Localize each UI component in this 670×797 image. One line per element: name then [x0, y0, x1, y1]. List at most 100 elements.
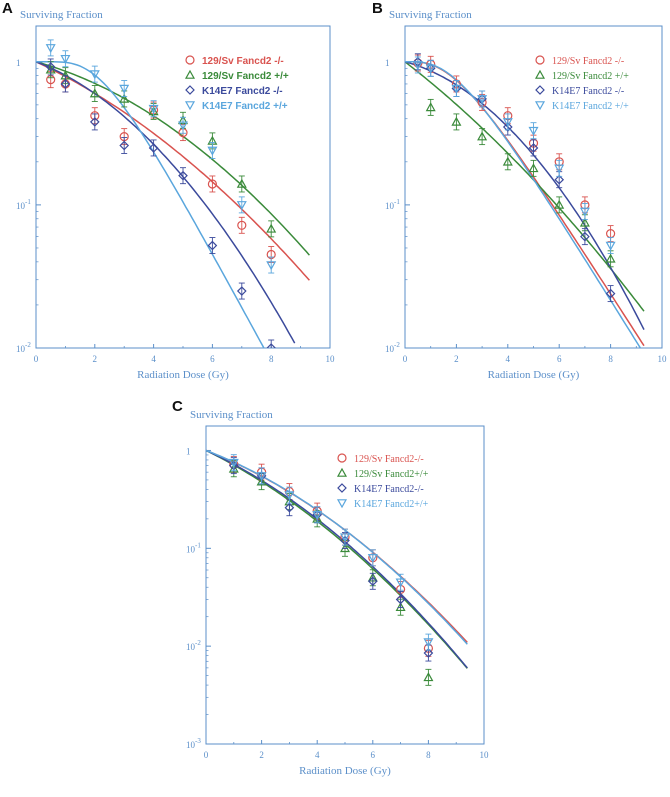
plot-area: [405, 53, 645, 348]
data-point-k14_ko: [148, 143, 159, 153]
x-tick-label: 2: [454, 354, 459, 364]
data-point-k14_ko: [528, 143, 539, 153]
plot-area: [206, 449, 468, 686]
y-tick-label: 10-2: [186, 639, 201, 652]
fit-curve-s129_wt: [36, 61, 310, 256]
legend-label-k14_ko: K14E7 Fancd2 -/-: [552, 86, 624, 97]
fit-curve-k14_wt: [405, 61, 642, 348]
data-point-k14_wt: [477, 95, 488, 105]
data-point-k14_wt: [554, 164, 565, 174]
legend-marker-s129_wt: [534, 69, 546, 79]
data-point-s129_ko: [237, 220, 247, 230]
data-point-k14_wt: [425, 64, 436, 74]
data-point-k14_wt: [256, 472, 267, 482]
data-point-s129_wt: [395, 601, 406, 612]
x-tick-label: 0: [34, 354, 39, 364]
data-point-s129_wt: [89, 88, 100, 98]
y-tick-exponent: -2: [25, 341, 31, 349]
y-tick-exponent: -3: [195, 737, 201, 745]
legend-marker-k14_ko: [337, 483, 347, 493]
legend-marker-s129_ko: [337, 453, 347, 463]
data-point-k14_wt: [605, 241, 616, 251]
legend-marker-s129_ko: [185, 55, 195, 65]
fit-curve-k14_ko: [36, 61, 296, 344]
fit-curve-s129_wt: [405, 61, 645, 312]
y-tick-label: 10-1: [186, 541, 201, 554]
data-point-s129_wt: [425, 102, 436, 112]
data-point-k14_ko: [395, 594, 406, 605]
legend-marker-s129_wt: [184, 69, 196, 79]
data-point-k14_wt: [395, 578, 406, 588]
x-axis-label: Radiation Dose (Gy): [488, 369, 580, 381]
x-tick-label: 4: [315, 750, 320, 760]
data-point-k14_wt: [502, 118, 513, 128]
data-point-k14_ko: [554, 174, 565, 185]
data-point-k14_wt: [236, 201, 247, 211]
data-point-k14_ko: [605, 288, 616, 299]
data-point-k14_ko: [119, 140, 130, 151]
data-point-s129_wt: [256, 476, 267, 486]
fit-curve-k14_wt: [206, 449, 468, 645]
x-axis-label: Radiation Dose (Gy): [299, 765, 391, 777]
fit-curve-k14_ko: [206, 449, 468, 669]
data-point-s129_ko: [207, 179, 217, 189]
data-point-k14_ko: [207, 240, 218, 251]
plot-area: [36, 39, 310, 348]
survival-chart-a: Surviving Fraction Radiation Dose (Gy) 0 2 4…: [16, 9, 335, 381]
data-point-s129_wt: [423, 672, 434, 682]
x-tick-label: 2: [259, 750, 264, 760]
y-tick-exponent: -2: [195, 639, 201, 647]
data-point-k14_wt: [60, 54, 71, 64]
data-point-k14_ko: [60, 79, 71, 89]
x-tick-label: 0: [403, 354, 408, 364]
x-tick-label: 10: [658, 354, 668, 364]
fit-curve-k14_ko: [405, 61, 645, 330]
y-tick-label: 1: [186, 446, 191, 456]
data-point-k14_wt: [528, 126, 539, 136]
x-tick-label: 8: [426, 750, 431, 760]
x-tick-label: 2: [93, 354, 98, 364]
data-point-k14_ko: [580, 231, 590, 242]
data-point-k14_wt: [89, 70, 100, 80]
chart-title: Surviving Fraction: [389, 9, 472, 21]
y-tick-exponent: -1: [394, 198, 400, 206]
data-point-k14_ko: [423, 648, 434, 658]
data-point-s129_wt: [451, 116, 462, 126]
legend-label-s129_wt: 129/Sv Fancd2 +/+: [202, 71, 289, 82]
data-point-k14_wt: [423, 638, 434, 648]
y-tick-label: 1: [385, 58, 390, 68]
x-tick-label: 10: [480, 750, 490, 760]
data-point-k14_wt: [339, 533, 351, 543]
legend-label-s129_ko: 129/Sv Fancd2 -/-: [552, 56, 624, 67]
legend-marker-s129_ko: [535, 55, 545, 65]
x-tick-label: 6: [210, 354, 215, 364]
legend-label-k14_wt: K14E7 Fancd2+/+: [354, 499, 429, 510]
data-point-k14_wt: [312, 511, 323, 521]
data-point-k14_wt: [412, 61, 423, 71]
data-point-k14_ko: [236, 286, 247, 296]
data-point-k14_wt: [45, 44, 56, 54]
legend-marker-s129_wt: [336, 467, 348, 477]
legend-label-k14_ko: K14E7 Fancd2 -/-: [202, 86, 283, 97]
data-point-k14_ko: [284, 502, 295, 513]
y-tick-exponent: -2: [394, 341, 400, 349]
legend-marker-k14_ko: [185, 85, 195, 95]
legend-marker-k14_wt: [534, 101, 546, 111]
data-point-k14_wt: [148, 104, 159, 114]
survival-chart-b: Surviving Fraction Radiation Dose (Gy) 0 2 4…: [385, 9, 668, 381]
legend-label-s129_ko: 129/Sv Fancd2-/-: [354, 454, 424, 465]
legend-label-s129_ko: 129/Sv Fancd2 -/-: [202, 56, 284, 67]
panel-label-b: B: [372, 0, 383, 17]
x-tick-label: 4: [506, 354, 511, 364]
y-tick-label: 10-3: [186, 737, 201, 750]
x-tick-label: 4: [151, 354, 156, 364]
data-point-s129_wt: [266, 223, 277, 233]
panel-label-a: A: [2, 0, 13, 17]
data-point-k14_wt: [579, 207, 590, 217]
data-point-s129_wt: [554, 199, 565, 209]
chart-title: Surviving Fraction: [20, 9, 103, 21]
y-tick-exponent: -1: [195, 541, 201, 549]
x-tick-label: 0: [204, 750, 209, 760]
data-point-s129_wt: [477, 131, 488, 141]
legend-marker-k14_wt: [184, 101, 196, 111]
